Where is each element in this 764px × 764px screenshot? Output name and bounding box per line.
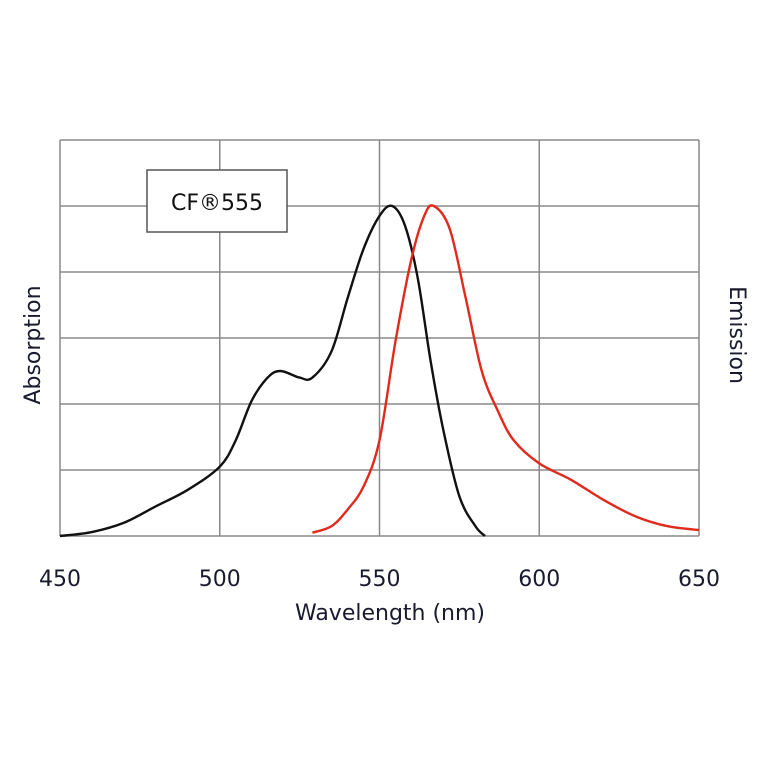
x-tick-label: 650 (678, 567, 720, 592)
legend-label: CF®555 (171, 191, 263, 216)
absorption-line (59, 204, 486, 538)
legend-box (146, 169, 288, 233)
x-axis-label: Wavelength (nm) (295, 601, 485, 626)
x-tick-label: 500 (199, 567, 241, 592)
emission-line (312, 204, 700, 534)
x-tick-label: 450 (39, 567, 81, 592)
legend: CF®555 (146, 169, 288, 233)
y-axis-label-right: Emission (724, 286, 749, 384)
y-axis-label-left: Absorption (21, 285, 46, 404)
series-group (59, 204, 700, 538)
x-tick-label: 600 (518, 567, 560, 592)
x-tick-labels: 450 500 550 600 650 (39, 567, 720, 592)
x-tick-label: 550 (359, 567, 401, 592)
